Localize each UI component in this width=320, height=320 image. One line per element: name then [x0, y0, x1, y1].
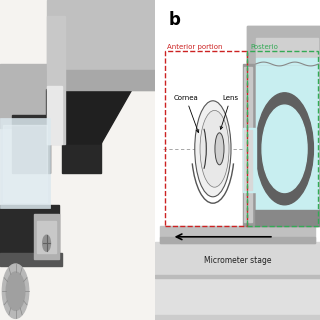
Text: Lens: Lens: [220, 95, 239, 129]
Text: Posterio: Posterio: [250, 44, 278, 50]
Polygon shape: [47, 90, 132, 144]
Bar: [0, 205, 59, 262]
Text: Cornea: Cornea: [173, 95, 199, 132]
Bar: [160, 237, 315, 243]
Bar: [247, 51, 318, 226]
Bar: [155, 315, 320, 320]
Bar: [3, 125, 47, 202]
Circle shape: [6, 272, 25, 310]
Bar: [244, 67, 252, 222]
Circle shape: [256, 93, 313, 205]
Bar: [247, 210, 320, 226]
Bar: [47, 16, 65, 144]
Bar: [247, 26, 320, 64]
Ellipse shape: [215, 133, 224, 165]
Bar: [37, 221, 56, 253]
Bar: [0, 118, 50, 208]
Circle shape: [2, 264, 29, 318]
Bar: [155, 277, 320, 320]
Text: b: b: [168, 11, 180, 29]
Text: Micrometer stage: Micrometer stage: [204, 256, 271, 265]
Text: Anterior portion: Anterior portion: [167, 44, 222, 50]
Bar: [256, 58, 318, 64]
Bar: [256, 58, 318, 213]
Bar: [12, 115, 50, 173]
Bar: [165, 51, 247, 226]
Bar: [34, 214, 59, 259]
Bar: [247, 26, 320, 226]
Circle shape: [262, 105, 307, 192]
Bar: [155, 275, 320, 278]
Circle shape: [43, 235, 51, 251]
Bar: [47, 86, 62, 144]
Bar: [160, 226, 315, 243]
Bar: [256, 38, 318, 58]
Ellipse shape: [200, 110, 229, 187]
Bar: [244, 130, 252, 190]
Bar: [0, 253, 62, 266]
Bar: [155, 242, 320, 278]
Ellipse shape: [195, 101, 231, 197]
Bar: [243, 64, 254, 226]
Bar: [0, 64, 50, 128]
Bar: [62, 115, 101, 173]
Bar: [243, 128, 256, 192]
Bar: [47, 0, 155, 90]
Bar: [47, 70, 155, 90]
